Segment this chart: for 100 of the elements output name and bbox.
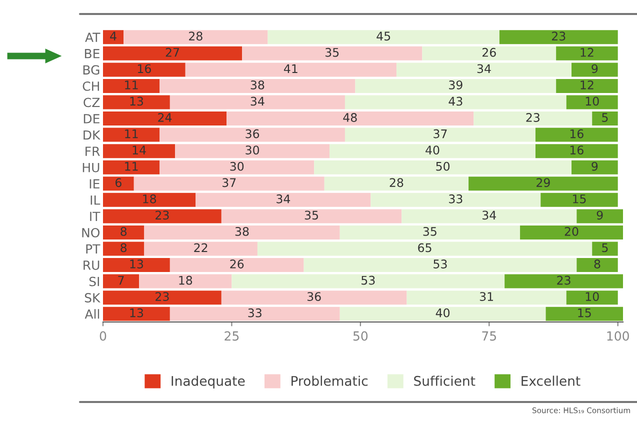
bar [226,112,474,126]
data-label: 27 [166,48,180,57]
bar [556,46,618,60]
data-label: 36 [307,292,321,302]
x-tick-label: 100 [607,331,629,341]
y-tick-label: FR [86,146,100,156]
bar [134,176,324,191]
data-label: 41 [284,64,298,73]
data-label: 16 [138,64,151,74]
data-label: 26 [482,48,496,57]
data-label: 8 [120,243,127,252]
data-label: 11 [125,80,138,90]
x-tick-label: 0 [100,331,106,341]
bar [257,242,592,256]
bar [103,290,222,305]
y-tick-label: DK [84,130,100,140]
bar [370,192,541,207]
data-label: 35 [423,226,436,236]
data-label: 23 [526,113,540,122]
bar [103,225,144,240]
bar [314,160,572,174]
bar [103,30,124,44]
bar [103,192,196,207]
bar [103,128,160,142]
legend-label: Problematic [292,376,368,386]
bar [196,192,371,207]
data-label: 48 [343,113,357,122]
data-label: 53 [362,276,375,285]
data-label: 50 [436,162,450,171]
bar [103,95,170,110]
data-label: 5 [602,113,608,122]
data-label: 12 [580,80,594,90]
data-label: 18 [143,194,156,204]
bar [535,128,618,142]
bar [232,274,505,288]
bar [344,128,536,142]
bar [170,95,345,110]
x-tick-label: 50 [353,331,368,341]
data-label: 13 [130,308,144,318]
bar [103,78,160,93]
data-label: 16 [570,129,584,138]
bar [139,274,232,288]
data-label: 65 [418,243,432,252]
bar [124,30,268,44]
bar [103,306,170,321]
data-label: 33 [449,194,462,204]
data-label: 12 [580,48,594,57]
bar [504,274,623,288]
data-label: 9 [596,210,603,220]
bar [572,160,618,174]
bar [103,258,170,272]
bar [546,306,623,321]
bar [355,78,556,93]
bar [520,225,623,240]
data-label: 38 [235,226,249,236]
data-label: 39 [449,80,462,90]
bar [221,290,407,305]
bar [468,176,618,191]
bar [103,242,144,256]
data-label: 5 [602,243,608,252]
y-tick-label: RU [84,260,100,270]
data-label: 53 [434,260,447,268]
data-label: 37 [434,129,447,138]
y-tick-label: CH [82,81,99,91]
data-label: 15 [578,308,591,318]
data-label: 35 [304,210,318,220]
data-label: 10 [586,292,599,302]
bar [175,144,330,158]
data-label: 8 [120,226,127,236]
data-label: 16 [570,146,584,155]
y-tick-label: AT [85,32,100,42]
data-label: 9 [592,162,598,171]
data-label: 30 [246,146,260,155]
data-label: 34 [276,194,290,204]
bar [566,290,618,305]
data-label: 6 [116,178,122,188]
bar [556,78,618,93]
bar [221,209,402,224]
data-label: 13 [130,96,144,106]
bar [144,225,340,240]
data-label: 20 [564,226,578,236]
data-label: 13 [130,260,144,268]
y-tick-label: All [84,309,100,319]
legend-label: Sufficient [414,376,476,386]
bar [268,30,500,44]
bar [304,258,577,272]
y-tick-label: BE [84,49,100,58]
bar [103,274,140,288]
bar [576,209,623,224]
bar [160,160,314,174]
data-label: 23 [552,32,566,41]
x-tick-label: 25 [224,331,239,341]
data-label: 15 [573,194,586,204]
data-label: 30 [230,162,244,171]
bar [160,78,356,93]
data-label: 18 [179,276,192,285]
data-label: 14 [132,146,146,154]
x-tick-label: 75 [482,331,496,341]
legend-label: Inadequate [172,376,245,388]
data-label: 37 [222,178,236,188]
